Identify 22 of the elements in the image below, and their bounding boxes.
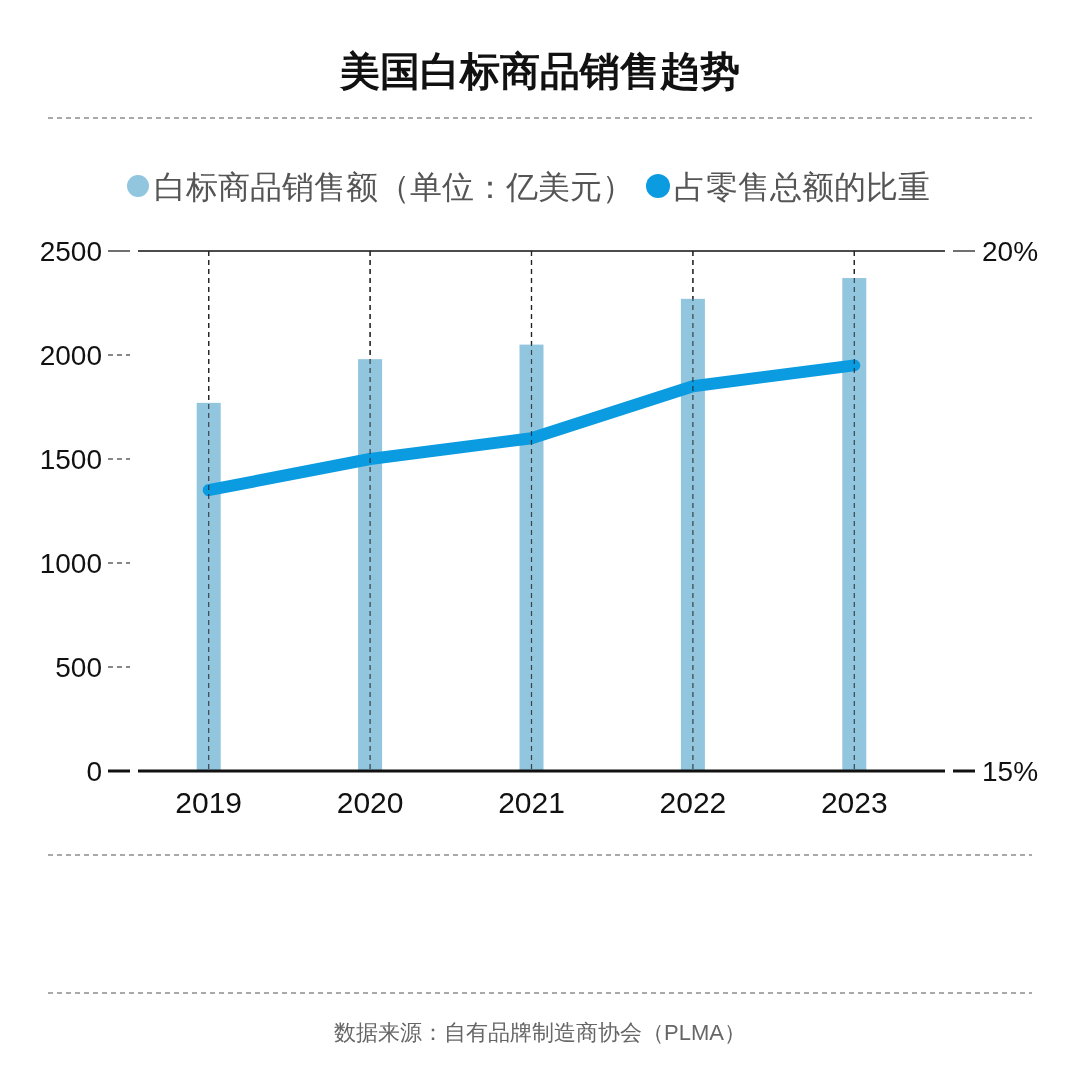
bar bbox=[196, 402, 221, 771]
y-tick-label: 500 bbox=[55, 652, 102, 683]
legend-label: 白标商品销售额（单位：亿美元） bbox=[154, 169, 634, 205]
legend-label: 占零售总额的比重 bbox=[674, 169, 930, 205]
bar bbox=[680, 298, 705, 771]
x-tick-label: 2023 bbox=[820, 786, 888, 819]
x-tick-label: 2019 bbox=[175, 786, 243, 819]
y-tick-label: 2000 bbox=[39, 340, 102, 371]
x-tick-label: 2020 bbox=[336, 786, 404, 819]
y-tick-label: 1000 bbox=[39, 548, 102, 579]
y-tick-label: 2500 bbox=[39, 236, 102, 267]
y-tick-label: 0 bbox=[86, 756, 102, 787]
source-note: 数据来源：自有品牌制造商协会（PLMA） bbox=[334, 1020, 746, 1045]
chart-title: 美国白标商品销售趋势 bbox=[339, 49, 740, 93]
x-tick-label: 2021 bbox=[498, 786, 565, 819]
bar bbox=[358, 359, 383, 771]
bar bbox=[519, 344, 544, 771]
y2-tick-label: 20% bbox=[982, 236, 1039, 267]
y-tick-label: 1500 bbox=[39, 444, 102, 475]
bar bbox=[842, 278, 867, 771]
x-tick-label: 2022 bbox=[659, 786, 727, 819]
y2-tick-label: 15% bbox=[982, 756, 1039, 787]
